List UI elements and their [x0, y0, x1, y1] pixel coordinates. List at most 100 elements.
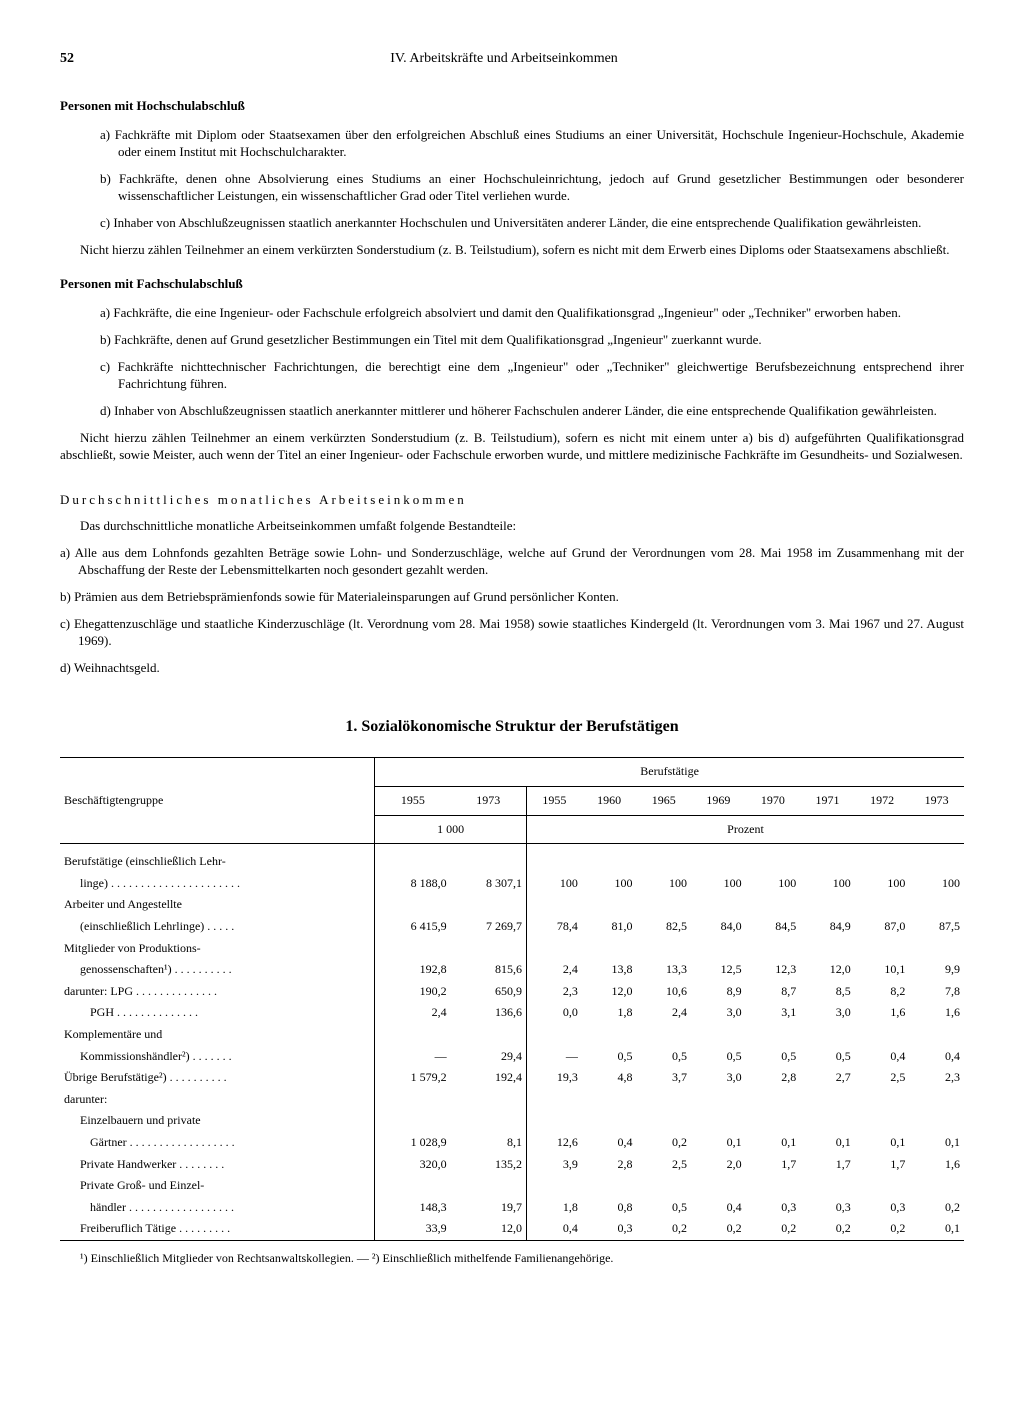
- cell: [800, 844, 855, 873]
- cell: [636, 1024, 691, 1046]
- cell: 0,1: [909, 1218, 964, 1240]
- cell: [746, 1175, 801, 1197]
- row-label: linge) . . . . . . . . . . . . . . . . .…: [60, 873, 375, 895]
- cell: [909, 1089, 964, 1111]
- cell: 19,3: [526, 1067, 581, 1089]
- section1-title: Personen mit Hochschulabschluß: [60, 98, 964, 115]
- cell: [691, 938, 746, 960]
- cell: 1,7: [855, 1154, 910, 1176]
- table-row: Kommissionshändler²) . . . . . . .—29,4—…: [60, 1046, 964, 1068]
- table-footnote: ¹) Einschließlich Mitglieder von Rechtsa…: [60, 1251, 964, 1267]
- list-item: b) Fachkräfte, denen auf Grund gesetzlic…: [100, 332, 964, 349]
- cell: 2,8: [746, 1067, 801, 1089]
- list-item: c) Ehegattenzuschläge und staatliche Kin…: [60, 616, 964, 650]
- cell: 2,8: [582, 1154, 637, 1176]
- cell: [909, 1175, 964, 1197]
- cell: 84,5: [746, 916, 801, 938]
- cell: —: [375, 1046, 451, 1068]
- cell: 0,3: [582, 1218, 637, 1240]
- cell: 82,5: [636, 916, 691, 938]
- row-label: PGH . . . . . . . . . . . . . .: [60, 1002, 375, 1024]
- cell: 19,7: [451, 1197, 527, 1219]
- cell: 100: [582, 873, 637, 895]
- row-label: (einschließlich Lehrlinge) . . . . .: [60, 916, 375, 938]
- cell: 1,7: [800, 1154, 855, 1176]
- cell: [526, 844, 581, 873]
- cell: 0,2: [636, 1132, 691, 1154]
- cell: 3,0: [691, 1067, 746, 1089]
- cell: [582, 938, 637, 960]
- cell: 192,4: [451, 1067, 527, 1089]
- cell: 12,6: [526, 1132, 581, 1154]
- row-label: Freiberuflich Tätige . . . . . . . . .: [60, 1218, 375, 1240]
- cell: 87,5: [909, 916, 964, 938]
- cell: 100: [691, 873, 746, 895]
- cell: [855, 1089, 910, 1111]
- cell: [375, 1175, 451, 1197]
- row-label: Einzelbauern und private: [60, 1110, 375, 1132]
- year-header: 1965: [636, 787, 691, 816]
- cell: 87,0: [855, 916, 910, 938]
- cell: [909, 894, 964, 916]
- cell: [526, 938, 581, 960]
- cell: 12,3: [746, 959, 801, 981]
- col-group-header: Berufstätige: [375, 758, 964, 787]
- cell: [526, 1110, 581, 1132]
- cell: 2,4: [375, 1002, 451, 1024]
- cell: 0,3: [855, 1197, 910, 1219]
- cell: 0,5: [691, 1046, 746, 1068]
- list-item: a) Alle aus dem Lohnfonds gezahlten Betr…: [60, 545, 964, 579]
- cell: 84,9: [800, 916, 855, 938]
- cell: 12,0: [800, 959, 855, 981]
- cell: 1,6: [909, 1002, 964, 1024]
- cell: [451, 844, 527, 873]
- cell: 148,3: [375, 1197, 451, 1219]
- cell: 13,3: [636, 959, 691, 981]
- cell: [909, 938, 964, 960]
- cell: [375, 844, 451, 873]
- cell: [582, 1110, 637, 1132]
- cell: [691, 1024, 746, 1046]
- cell: [691, 1175, 746, 1197]
- cell: 2,4: [636, 1002, 691, 1024]
- row-label: darunter:: [60, 1089, 375, 1111]
- year-header: 1960: [582, 787, 637, 816]
- cell: [691, 1110, 746, 1132]
- row-label: Private Groß- und Einzel-: [60, 1175, 375, 1197]
- cell: 815,6: [451, 959, 527, 981]
- table-title: 1. Sozialökonomische Struktur der Berufs…: [60, 717, 964, 738]
- cell: [582, 844, 637, 873]
- list-item: a) Fachkräfte, die eine Ingenieur- oder …: [100, 305, 964, 322]
- cell: 7 269,7: [451, 916, 527, 938]
- cell: 6 415,9: [375, 916, 451, 938]
- cell: [855, 938, 910, 960]
- cell: 12,5: [691, 959, 746, 981]
- table-row: Gärtner . . . . . . . . . . . . . . . . …: [60, 1132, 964, 1154]
- cell: [746, 938, 801, 960]
- cell: 100: [855, 873, 910, 895]
- year-header: 1969: [691, 787, 746, 816]
- cell: [375, 894, 451, 916]
- row-label: Berufstätige (einschließlich Lehr-: [60, 844, 375, 873]
- cell: 8,9: [691, 981, 746, 1003]
- cell: [451, 894, 527, 916]
- cell: 0,1: [800, 1132, 855, 1154]
- cell: 2,3: [526, 981, 581, 1003]
- table-row: linge) . . . . . . . . . . . . . . . . .…: [60, 873, 964, 895]
- cell: 100: [909, 873, 964, 895]
- cell: [800, 1089, 855, 1111]
- cell: [800, 1110, 855, 1132]
- cell: [526, 1089, 581, 1111]
- cell: [746, 1024, 801, 1046]
- cell: 0,2: [855, 1218, 910, 1240]
- table-row: Einzelbauern und private: [60, 1110, 964, 1132]
- table-row: Private Handwerker . . . . . . . .320,01…: [60, 1154, 964, 1176]
- cell: 650,9: [451, 981, 527, 1003]
- cell: 9,9: [909, 959, 964, 981]
- section3-title: Durchschnittliches monatliches Arbeitsei…: [60, 492, 964, 509]
- cell: 3,0: [800, 1002, 855, 1024]
- cell: 0,5: [636, 1046, 691, 1068]
- row-label: Mitglieder von Produktions-: [60, 938, 375, 960]
- section1-note: Nicht hierzu zählen Teilnehmer an einem …: [60, 242, 964, 259]
- cell: 0,2: [691, 1218, 746, 1240]
